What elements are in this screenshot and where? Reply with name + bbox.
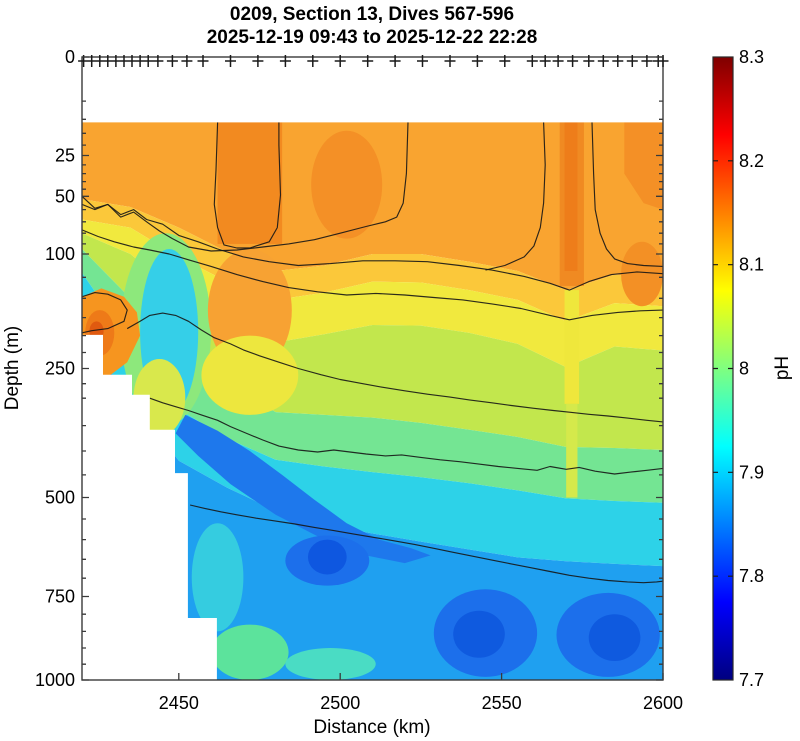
band-8.00 [82,233,663,451]
plot-title-line1: 0209, Section 13, Dives 567-596 [230,4,514,25]
colorbar-tick-marks [713,160,733,577]
y-tick-label: 25 [55,146,75,166]
dive-position-markers [78,55,669,67]
colorbar-tick-label: 7.8 [739,566,764,586]
y-tick-label: 50 [55,186,75,206]
colorbar-tick-label: 8 [739,359,749,379]
y-tick-label: 500 [45,488,75,508]
low-ph-tongue [175,414,431,564]
contour-line [213,122,282,249]
contour-line [149,397,663,475]
colorbar-tick-label: 7.9 [739,462,764,482]
contour-line [82,203,663,291]
seafloor-white-mask [82,334,217,680]
colorbar-label: pH [772,356,793,380]
contour-fill-field [82,122,663,680]
cyan-near-slope [191,523,244,632]
axis-ticks [82,56,664,681]
colorbar-tick-label: 7.7 [739,670,764,690]
band-7.90 [82,272,663,567]
plot-title-line2: 2025-12-19 09:43 to 2025-12-22 22:28 [207,27,538,48]
colorbar-tick-label: 8.3 [739,47,764,67]
x-axis-label: Distance (km) [313,717,430,738]
contour-line [126,312,663,423]
band-8.10 [82,199,663,322]
x-tick-label: 2550 [482,693,522,713]
yellow-deep-left [201,335,299,415]
band-7.95 [82,249,663,503]
high-ph-patch-1 [217,122,283,244]
high-ph-right-corner [624,122,663,210]
y-tick-label: 1000 [35,670,75,690]
x-tick-label: 2500 [320,693,360,713]
contour-line [189,504,663,584]
yellow-spike-lower [566,403,578,498]
high-ph-patch-2 [311,130,383,239]
plus-marker-icon [78,55,669,67]
contour-line [82,229,663,321]
colorbar: 8.3 8.2 8.1 8 7.9 7.8 7.7 [712,47,764,690]
low-ph-blob-b-core [453,610,505,658]
contour-line [82,122,409,252]
bathymetry-mask [82,334,217,680]
contour-lines [82,122,663,584]
green-bottom-left [211,624,289,680]
x-tick-label: 2450 [159,693,199,713]
tick-marks [82,56,664,681]
y-axis-label: Depth (m) [2,326,23,410]
contour-line [591,122,663,267]
y-tick-label: 250 [45,359,75,379]
yellow-spike-upper [564,290,580,404]
low-ph-blob-mid-core [307,539,347,575]
warm-patch-right [621,241,663,307]
low-ph-blob-c-core [588,614,641,662]
contour-line [485,122,546,271]
colorbar-tick-label: 8.2 [739,151,764,171]
contour-line [82,292,128,334]
teal-bottom-center [285,648,376,680]
x-tick-label: 2600 [643,693,683,713]
colorbar-tick-label: 8.1 [739,255,764,275]
y-tick-label: 0 [65,47,75,67]
y-tick-label: 100 [45,244,75,264]
y-tick-label: 750 [45,587,75,607]
high-ph-streak-core [564,122,578,272]
